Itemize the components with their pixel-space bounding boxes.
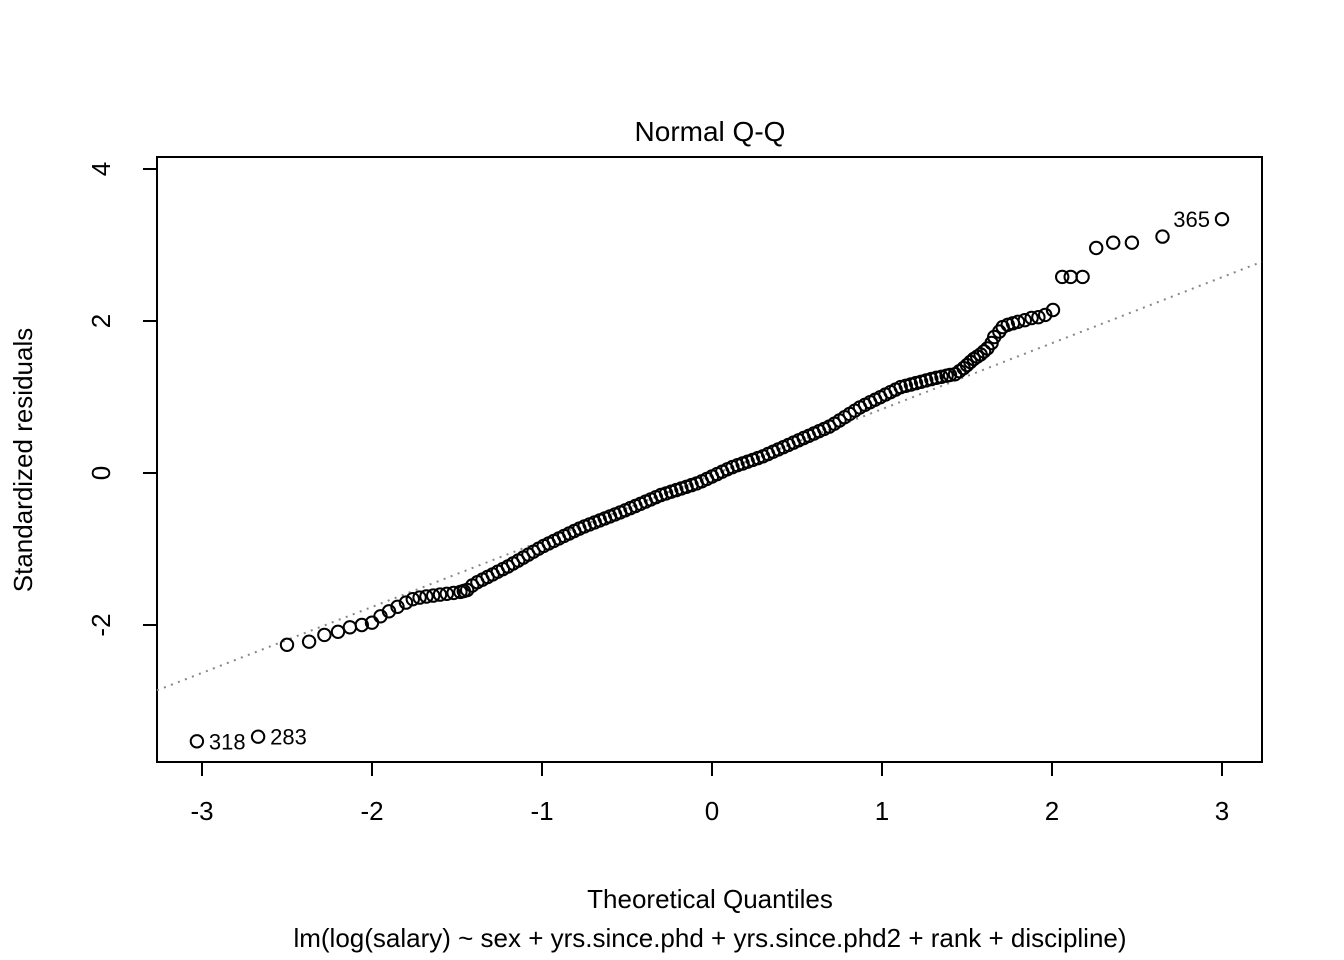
qq-reference-line xyxy=(156,260,1263,692)
data-point xyxy=(301,634,317,649)
data-point xyxy=(419,589,434,604)
y-tick-label: -2 xyxy=(86,613,116,636)
data-point xyxy=(1024,310,1039,326)
data-point xyxy=(1124,235,1140,250)
x-tick-label: 2 xyxy=(1045,796,1059,826)
data-point xyxy=(398,595,414,610)
x-tick-label: 3 xyxy=(1215,796,1229,826)
data-point xyxy=(390,599,405,614)
data-point xyxy=(1017,313,1033,328)
data-point xyxy=(942,367,958,383)
x-axis-ticks: -3 -2 -1 0 1 2 3 xyxy=(190,762,1229,826)
data-point xyxy=(976,344,992,359)
data-point xyxy=(446,585,461,601)
data-points xyxy=(279,229,1170,652)
outlier-label: 365 xyxy=(1173,207,1210,232)
data-point xyxy=(929,370,944,385)
data-point xyxy=(1038,307,1053,323)
data-point xyxy=(381,604,397,619)
data-point xyxy=(405,592,420,607)
data-point xyxy=(342,620,358,635)
x-tick-label: -3 xyxy=(190,796,213,826)
data-point xyxy=(1055,269,1070,285)
data-point xyxy=(439,586,454,601)
y-axis-title: Standardized residuals xyxy=(8,328,38,593)
plot-area: -3 -2 -1 0 1 2 3 -2 0 2 4 365 318 283 xyxy=(86,156,1263,826)
x-axis-title: Theoretical Quantiles xyxy=(587,884,833,914)
data-point xyxy=(1031,310,1046,325)
x-tick-label: 0 xyxy=(705,796,719,826)
labeled-outliers: 365 318 283 xyxy=(189,207,1230,754)
model-formula-subtitle: lm(log(salary) ~ sex + yrs.since.phd + y… xyxy=(293,923,1126,953)
x-tick-label: 1 xyxy=(875,796,889,826)
x-tick-label: -1 xyxy=(530,796,553,826)
outlier-point xyxy=(250,729,266,744)
y-tick-label: 0 xyxy=(86,466,116,480)
data-point xyxy=(317,627,332,643)
y-tick-label: 4 xyxy=(86,162,116,176)
plot-box xyxy=(156,156,1263,763)
data-point xyxy=(1106,235,1121,250)
data-point xyxy=(354,617,369,633)
data-point xyxy=(426,588,441,603)
data-point xyxy=(330,624,346,639)
data-point xyxy=(1089,240,1104,256)
outlier-label: 318 xyxy=(209,729,246,754)
outlier-point xyxy=(189,734,205,749)
plot-title: Normal Q-Q xyxy=(635,116,786,147)
data-point xyxy=(1155,229,1170,244)
data-point xyxy=(412,590,427,605)
data-point xyxy=(934,369,949,384)
data-point xyxy=(279,637,295,652)
y-tick-label: 2 xyxy=(86,314,116,328)
data-point xyxy=(1063,269,1078,285)
y-axis-ticks: -2 0 2 4 xyxy=(86,162,157,637)
x-tick-label: -2 xyxy=(360,796,383,826)
outlier-label: 283 xyxy=(270,725,307,750)
data-point xyxy=(432,587,448,602)
data-point xyxy=(1075,269,1090,285)
data-point xyxy=(1010,314,1026,329)
outlier-point xyxy=(1214,211,1230,227)
data-point xyxy=(1045,302,1061,318)
